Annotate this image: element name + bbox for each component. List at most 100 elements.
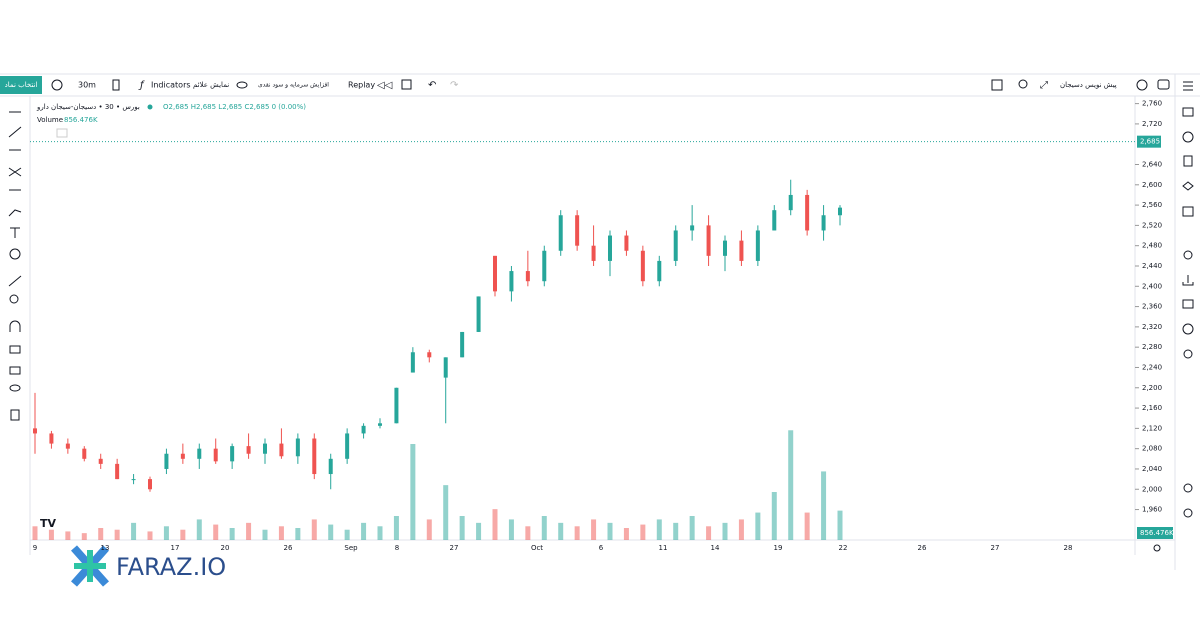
capital[interactable]: افزایش سرمایه و سود نقدی <box>258 82 329 89</box>
volume-bar <box>65 531 71 540</box>
volume-bar <box>623 528 629 540</box>
emoji-tool[interactable] <box>9 248 21 260</box>
news-icon[interactable] <box>1182 206 1194 217</box>
right-tools <box>1182 81 1194 518</box>
y-tick-label: 2,480 <box>1142 242 1162 250</box>
support-icon[interactable] <box>1183 508 1193 518</box>
volume-bar <box>114 529 120 540</box>
candle-body <box>509 271 514 292</box>
lock-tool[interactable] <box>9 366 21 375</box>
symbol-button-text[interactable]: انتخاب نماد <box>5 81 38 89</box>
redo-icon[interactable]: ↷ <box>450 80 459 91</box>
volume-bar <box>771 492 777 540</box>
magnet-tool[interactable] <box>9 320 21 332</box>
alarm-icon[interactable] <box>1182 131 1194 143</box>
candle-body <box>443 357 448 378</box>
y-tick-label: 2,760 <box>1142 100 1162 108</box>
layout-icon[interactable] <box>401 79 412 90</box>
x-tick-label: 26 <box>284 544 293 552</box>
hide-tool[interactable] <box>9 384 21 392</box>
layers-icon[interactable] <box>1182 181 1194 191</box>
search-icon[interactable] <box>1018 79 1028 89</box>
volume-bar <box>328 524 334 540</box>
candle-body <box>558 215 563 251</box>
draft[interactable]: پیش نویس دسیجان <box>1060 81 1117 89</box>
candle-icon[interactable] <box>112 79 120 91</box>
indicators[interactable]: Indicators <box>151 81 191 90</box>
interval[interactable]: 30m <box>78 81 96 90</box>
candle-body <box>49 433 54 444</box>
y-tick-label: 2,600 <box>1142 181 1162 189</box>
y-tick-label: 2,400 <box>1142 282 1162 290</box>
notes-icon[interactable] <box>1183 155 1193 167</box>
volume-bar <box>147 531 153 540</box>
x-tick-label: 11 <box>659 544 668 552</box>
volume-bar <box>229 528 235 540</box>
volume-bar <box>410 444 416 540</box>
card-icon[interactable] <box>1182 299 1194 309</box>
candle-body <box>575 215 580 246</box>
candle-body <box>755 230 760 261</box>
volume-bar <box>804 512 810 540</box>
volume-bar <box>640 524 646 540</box>
x-tick-label: Sep <box>344 544 358 552</box>
collapse-button[interactable] <box>56 128 68 138</box>
replay[interactable]: Replay <box>348 81 375 90</box>
undo-icon[interactable]: ↶ <box>428 80 436 91</box>
camera-icon[interactable] <box>1157 79 1170 90</box>
settings-icon[interactable] <box>1136 79 1148 91</box>
status-dot <box>147 104 153 110</box>
volume-bar <box>821 471 827 540</box>
line-tool[interactable] <box>8 126 22 138</box>
eye-icon[interactable] <box>236 81 248 89</box>
candle-body <box>246 446 251 454</box>
candle-body <box>739 240 744 261</box>
x-tick-label: 6 <box>599 544 604 552</box>
bell-icon[interactable] <box>1183 483 1193 493</box>
x-tick-label: 27 <box>450 544 459 552</box>
symbol-button[interactable] <box>0 76 42 94</box>
y-tick-label: 2,080 <box>1142 445 1162 453</box>
candle-body <box>164 453 169 469</box>
account-icon[interactable] <box>1182 323 1194 335</box>
window-icon[interactable] <box>991 79 1003 91</box>
volume-bar <box>607 522 613 540</box>
volume-box <box>1137 527 1173 539</box>
ruler-tool[interactable] <box>8 275 22 287</box>
volume-bar <box>163 526 169 540</box>
watchlist-icon[interactable] <box>1182 107 1194 117</box>
y-tick-label: 2,040 <box>1142 465 1162 473</box>
share-icon[interactable] <box>1183 349 1193 359</box>
candle-body <box>460 331 465 358</box>
trash-tool[interactable] <box>10 409 20 421</box>
add-icon[interactable] <box>51 79 63 91</box>
x-tick-label: 17 <box>171 544 180 552</box>
candle-body <box>213 448 218 462</box>
fullscreen-icon[interactable]: ⤢ <box>1040 80 1048 91</box>
gear-icon[interactable] <box>1183 250 1193 260</box>
volume-label: Volume <box>37 116 63 124</box>
y-tick-label: 2,720 <box>1142 120 1162 128</box>
x-tick-label: 20 <box>221 544 230 552</box>
pattern-tool[interactable] <box>8 167 22 177</box>
candle-body <box>197 448 202 459</box>
fx-icon[interactable]: ƒ <box>138 80 145 91</box>
download-icon[interactable] <box>1182 275 1194 286</box>
text-tool[interactable] <box>10 227 20 238</box>
candle-body <box>657 260 662 282</box>
candle-body <box>180 453 185 459</box>
alerts[interactable]: نمایش علائم <box>193 81 229 89</box>
zoom-tool[interactable] <box>9 294 19 304</box>
candle-body <box>673 230 678 261</box>
replay-icon[interactable]: ◁◁ <box>377 80 393 91</box>
candle-body <box>378 423 382 426</box>
x-tick-label: 19 <box>774 544 783 552</box>
candle-body <box>82 448 87 459</box>
brush-tool[interactable] <box>8 209 22 217</box>
y-tick-label: 2,000 <box>1142 485 1162 493</box>
menu-icon[interactable] <box>1183 81 1193 91</box>
lock-draw-tool[interactable] <box>9 345 21 354</box>
axis-settings[interactable] <box>1153 544 1161 552</box>
volume-bar <box>788 430 794 540</box>
